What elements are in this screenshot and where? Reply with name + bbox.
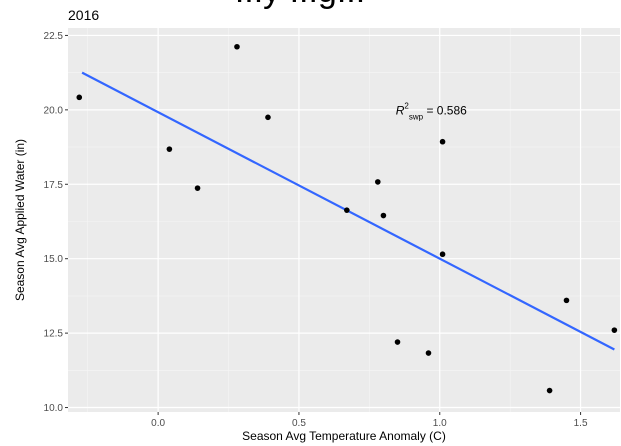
r-squared-value: = 0.586 (423, 103, 467, 117)
x-tick-label: 0.0 (151, 418, 165, 429)
y-tick-label: 22.5 (44, 31, 64, 42)
data-point (194, 185, 201, 191)
r-squared-subscript: swp (409, 112, 424, 121)
x-tick-label: 1.5 (574, 418, 588, 429)
r-squared-annotation: R2swp = 0.586 (396, 101, 467, 121)
data-point (380, 212, 387, 219)
x-axis-title: Season Avg Temperature Anomaly (C) (242, 429, 446, 443)
x-tick-label: 0.5 (292, 418, 306, 429)
data-point (611, 327, 618, 333)
y-tick-label: 15.0 (44, 254, 64, 265)
x-axis-ticks: 0.0 0.5 1.0 1.5 (151, 412, 588, 429)
data-point (439, 138, 446, 145)
r-squared-symbol: R (396, 103, 405, 117)
data-point (344, 207, 350, 213)
header-fragment: ...y ...g... (235, 0, 365, 10)
data-points (76, 43, 618, 394)
y-tick-label: 17.5 (44, 180, 64, 191)
data-point (394, 339, 401, 345)
y-axis-ticks: 10.0 12.5 15.0 17.5 20.0 22.5 (44, 31, 68, 414)
data-point (439, 251, 446, 258)
y-tick-label: 12.5 (44, 329, 64, 340)
data-point (76, 94, 83, 101)
data-point (265, 114, 271, 121)
r-squared-superscript: 2 (404, 101, 409, 110)
plot-panel (68, 28, 620, 412)
data-point (563, 297, 570, 304)
data-point (166, 146, 173, 152)
y-tick-label: 10.0 (44, 403, 64, 414)
data-point (546, 387, 553, 394)
minor-gridlines (68, 28, 620, 412)
y-tick-label: 20.0 (44, 105, 64, 116)
x-tick-label: 1.0 (433, 418, 447, 429)
data-point (234, 43, 240, 50)
y-axis-title: Season Avg Applied Water (in) (13, 139, 27, 301)
data-point (425, 350, 432, 356)
major-gridlines (68, 28, 620, 412)
data-point (374, 179, 381, 185)
plot-title: 2016 (68, 7, 99, 23)
